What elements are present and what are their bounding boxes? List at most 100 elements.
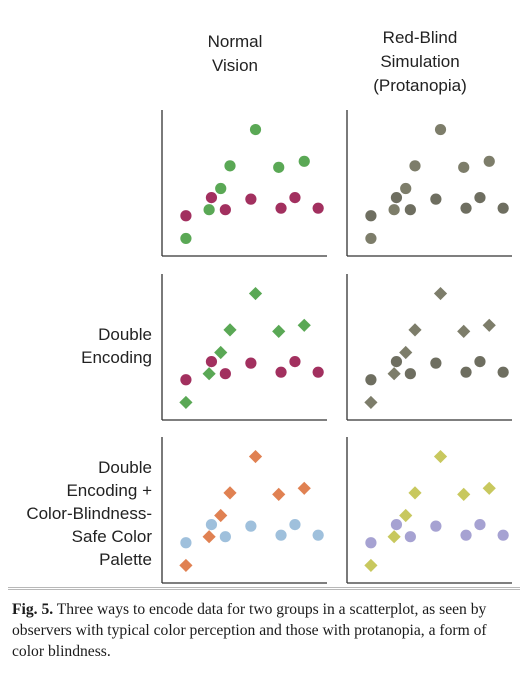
data-point-group-a xyxy=(203,204,215,216)
caption-divider xyxy=(8,587,520,588)
figure-caption: Fig. 5. Three ways to encode data for tw… xyxy=(12,599,516,662)
data-point-group-a xyxy=(482,481,496,495)
data-point-group-a xyxy=(434,123,447,136)
column-header-line: (Protanopia) xyxy=(373,76,467,95)
data-point-group-a xyxy=(458,161,470,173)
figure-label: Fig. 5. xyxy=(12,601,54,618)
data-point-group-a xyxy=(297,318,311,332)
data-point-group-b xyxy=(205,191,218,204)
data-point-group-b xyxy=(219,531,231,543)
data-point-group-b xyxy=(474,355,486,368)
data-point-group-b xyxy=(430,193,442,205)
scatter-panel-r2-c0 xyxy=(161,437,327,584)
data-point-group-b xyxy=(497,366,509,378)
data-point-group-b xyxy=(275,366,287,378)
column-header-line: Vision xyxy=(212,56,258,75)
caption-divider xyxy=(8,589,520,590)
data-point-group-b xyxy=(205,518,218,531)
data-point-group-b xyxy=(245,357,257,369)
data-point-group-a xyxy=(272,324,286,338)
column-header-line: Simulation xyxy=(380,52,460,71)
figure-caption-text: Three ways to encode data for two groups… xyxy=(12,601,487,660)
data-point-group-b xyxy=(219,204,231,216)
data-point-group-a xyxy=(409,160,421,172)
column-header-normal-vision: Normal Vision xyxy=(160,30,310,78)
data-point-group-b xyxy=(365,537,377,549)
data-point-group-b xyxy=(180,210,192,222)
data-point-group-b xyxy=(180,374,192,386)
scatterplot-grid xyxy=(161,110,512,584)
data-point-group-a xyxy=(273,161,285,173)
data-point-group-a xyxy=(387,530,401,544)
data-point-group-b xyxy=(460,529,472,541)
data-point-group-b xyxy=(460,202,472,214)
data-point-group-b xyxy=(430,520,442,532)
data-point-group-a xyxy=(223,323,237,337)
column-header-red-blind: Red-Blind Simulation (Protanopia) xyxy=(330,26,510,98)
data-point-group-a xyxy=(248,449,263,464)
row-label-line: Encoding xyxy=(81,348,152,367)
data-point-group-a xyxy=(388,204,400,216)
data-point-group-b xyxy=(390,355,403,368)
data-point-group-a xyxy=(408,486,422,500)
data-point-group-a xyxy=(408,323,422,337)
data-point-group-b xyxy=(205,355,218,368)
data-point-group-a xyxy=(179,558,193,573)
row-label-line: Safe Color xyxy=(71,527,152,546)
data-point-group-b xyxy=(474,191,486,204)
data-point-group-b xyxy=(365,374,377,386)
data-point-group-b xyxy=(390,518,403,531)
scatter-panel-r1-c1 xyxy=(346,274,512,421)
data-point-group-b xyxy=(245,193,257,205)
data-point-group-a xyxy=(249,123,262,136)
data-point-group-a xyxy=(364,395,378,410)
column-header-line: Normal xyxy=(207,32,263,51)
data-point-group-b xyxy=(404,204,416,216)
data-point-group-a xyxy=(457,487,471,501)
data-point-group-b xyxy=(497,202,509,214)
data-point-group-a xyxy=(387,367,401,381)
row-label-double-encoding: Double Encoding xyxy=(0,323,152,369)
data-point-group-a xyxy=(215,182,227,195)
scatter-panel-r1-c0 xyxy=(161,274,327,421)
data-point-group-a xyxy=(483,155,495,167)
data-point-group-b xyxy=(497,529,509,541)
data-point-group-a xyxy=(399,508,413,523)
data-point-group-a xyxy=(399,345,413,360)
data-point-group-b xyxy=(289,355,301,368)
data-point-group-b xyxy=(312,529,324,541)
data-point-group-a xyxy=(400,182,412,195)
data-point-group-a xyxy=(272,487,286,501)
data-point-group-a xyxy=(482,318,496,332)
data-point-group-b xyxy=(404,368,416,380)
data-point-group-b xyxy=(312,202,324,214)
row-label-double-encoding-safe-palette: Double Encoding + Color-Blindness- Safe … xyxy=(0,456,152,571)
data-point-group-a xyxy=(298,155,310,167)
row-label-line: Palette xyxy=(99,550,152,569)
data-point-group-b xyxy=(275,202,287,214)
data-point-group-b xyxy=(460,366,472,378)
data-point-group-a xyxy=(214,508,228,523)
data-point-group-b xyxy=(180,537,192,549)
scatter-panel-r2-c1 xyxy=(346,437,512,584)
scatter-panel-r0-c1 xyxy=(346,110,512,257)
data-point-group-a xyxy=(179,395,193,410)
data-point-group-a xyxy=(180,232,192,245)
data-point-group-b xyxy=(245,520,257,532)
scatter-panel-r0-c0 xyxy=(161,110,327,257)
row-label-line: Double xyxy=(98,458,152,477)
data-point-group-a xyxy=(248,286,263,301)
row-label-line: Double xyxy=(98,325,152,344)
row-label-line: Color-Blindness- xyxy=(26,504,152,523)
data-point-group-b xyxy=(289,518,301,531)
data-point-group-a xyxy=(433,449,448,464)
data-point-group-a xyxy=(297,481,311,495)
data-point-group-b xyxy=(289,191,301,204)
data-point-group-b xyxy=(365,210,377,222)
data-point-group-b xyxy=(404,531,416,543)
column-header-line: Red-Blind xyxy=(382,28,458,47)
data-point-group-b xyxy=(275,529,287,541)
data-point-group-a xyxy=(365,232,377,245)
data-point-group-b xyxy=(312,366,324,378)
data-point-group-b xyxy=(390,191,403,204)
